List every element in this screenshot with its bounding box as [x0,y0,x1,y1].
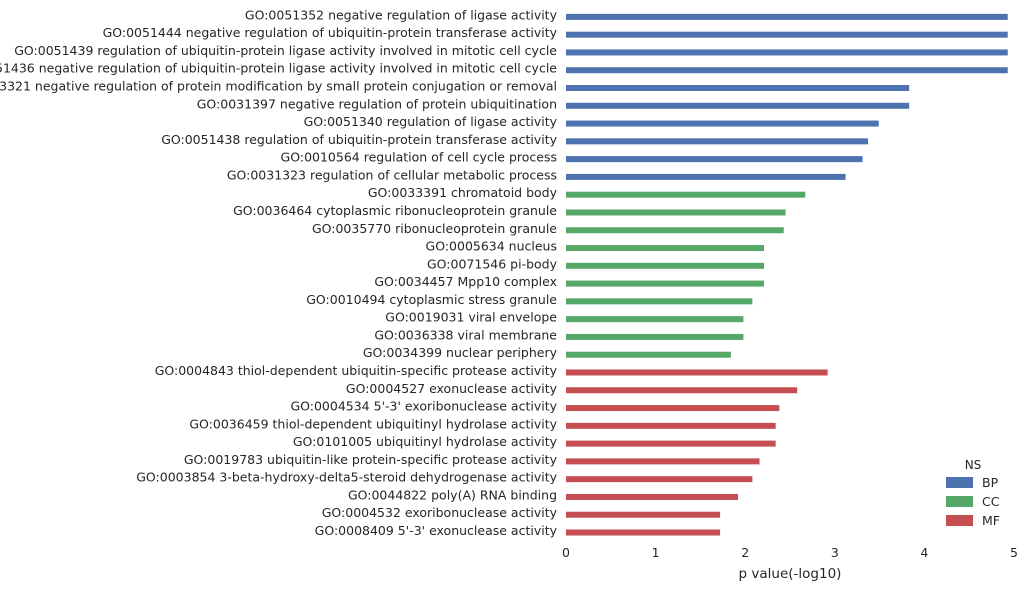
bar-bp [566,31,1008,38]
bar-mf [566,476,753,483]
bar-mf [566,387,798,394]
legend-swatch-cc [946,496,973,507]
category-label: GO:0101005 ubiquitinyl hydrolase activit… [293,434,558,449]
bar-bp [566,67,1008,74]
bar-mf [566,440,776,447]
bar-cc [566,191,806,198]
category-label: GO:0010564 regulation of cell cycle proc… [281,150,557,165]
bar-cc [566,245,765,252]
category-label: GO:0034457 Mpp10 complex [374,274,557,289]
x-tick-label: 1 [652,545,660,560]
category-label: GO:0036464 cytoplasmic ribonucleoprotein… [233,203,557,218]
bar-bp [566,120,879,127]
bar-cc [566,280,765,287]
bar-bp [566,102,910,109]
category-label: GO:0034399 nuclear periphery [363,345,558,360]
bar-mf [566,493,739,500]
bar-bp [566,85,910,92]
bar-bp [566,49,1008,56]
bar-mf [566,369,828,376]
category-label: GO:0004527 exonuclease activity [346,381,558,396]
legend-label-mf: MF [982,513,1000,528]
bar-cc [566,298,753,305]
bars-group [566,13,1008,536]
category-label: GO:0044822 poly(A) RNA binding [348,487,557,502]
x-tick-label: 4 [920,545,928,560]
bar-mf [566,422,776,429]
legend-swatch-mf [946,515,973,526]
x-axis-label: p value(-log10) [739,566,842,582]
bar-cc [566,316,744,323]
bar-mf [566,405,780,412]
category-label: GO:0051444 negative regulation of ubiqui… [103,25,558,40]
bar-mf [566,529,721,536]
legend: NS BP CC MF [946,458,1000,528]
category-label: GO:0008409 5'-3' exonuclease activity [315,523,558,538]
category-label: GO:0031397 negative regulation of protei… [197,96,557,111]
category-label: GO:0051439 regulation of ubiquitin-prote… [14,43,557,58]
category-label: GO:0036338 viral membrane [374,327,557,342]
bar-cc [566,227,784,234]
bar-bp [566,138,868,145]
category-label: GO:0005634 nucleus [426,239,557,254]
bar-mf [566,511,721,518]
category-label: GO:0071546 pi-body [427,256,558,271]
legend-title: NS [965,458,982,472]
x-tick-label: 2 [741,545,749,560]
category-label: GO:0019031 viral envelope [385,310,557,325]
category-label: GO:0035770 ribonucleoprotein granule [312,221,557,236]
legend-swatch-bp [946,477,973,488]
category-label: GO:0051438 regulation of ubiquitin-prote… [161,132,557,147]
category-label: GO:0003854 3-beta-hydroxy-delta5-steroid… [136,470,557,485]
category-label: GO:0004532 exoribonuclease activity [322,505,558,520]
category-label: GO:0051340 regulation of ligase activity [304,114,558,129]
category-label: GO:0036459 thiol-dependent ubiquitinyl h… [189,416,557,431]
bar-bp [566,173,846,180]
x-tick-label: 3 [831,545,839,560]
category-label: GO:0033391 chromatoid body [368,185,558,200]
bar-bp [566,156,863,163]
category-label: GO:0051352 negative regulation of ligase… [245,7,558,22]
bar-cc [566,351,731,358]
category-label: GO:0010494 cytoplasmic stress granule [306,292,557,307]
bar-cc [566,333,744,340]
category-label: GO:0051436 negative regulation of ubiqui… [0,61,557,76]
bar-cc [566,209,786,216]
bar-mf [566,458,760,465]
category-label: GO:0019783 ubiquitin-like protein-specif… [184,452,558,467]
bar-cc [566,262,765,269]
legend-label-cc: CC [982,494,1000,509]
x-tick-labels-group: 0 1 2 3 4 5 [562,545,1018,560]
x-tick-label: 5 [1010,545,1018,560]
bar-bp [566,13,1008,20]
category-label: GO:0031323 regulation of cellular metabo… [227,167,557,182]
legend-label-bp: BP [982,475,999,490]
category-labels-group: GO:0051352 negative regulation of ligase… [0,7,558,538]
category-label: GO:0004843 thiol-dependent ubiquitin-spe… [155,363,558,378]
category-label: GO:0004534 5'-3' exoribonuclease activit… [290,399,557,414]
category-label: GO:1903321 negative regulation of protei… [0,79,557,94]
x-tick-label: 0 [562,545,570,560]
